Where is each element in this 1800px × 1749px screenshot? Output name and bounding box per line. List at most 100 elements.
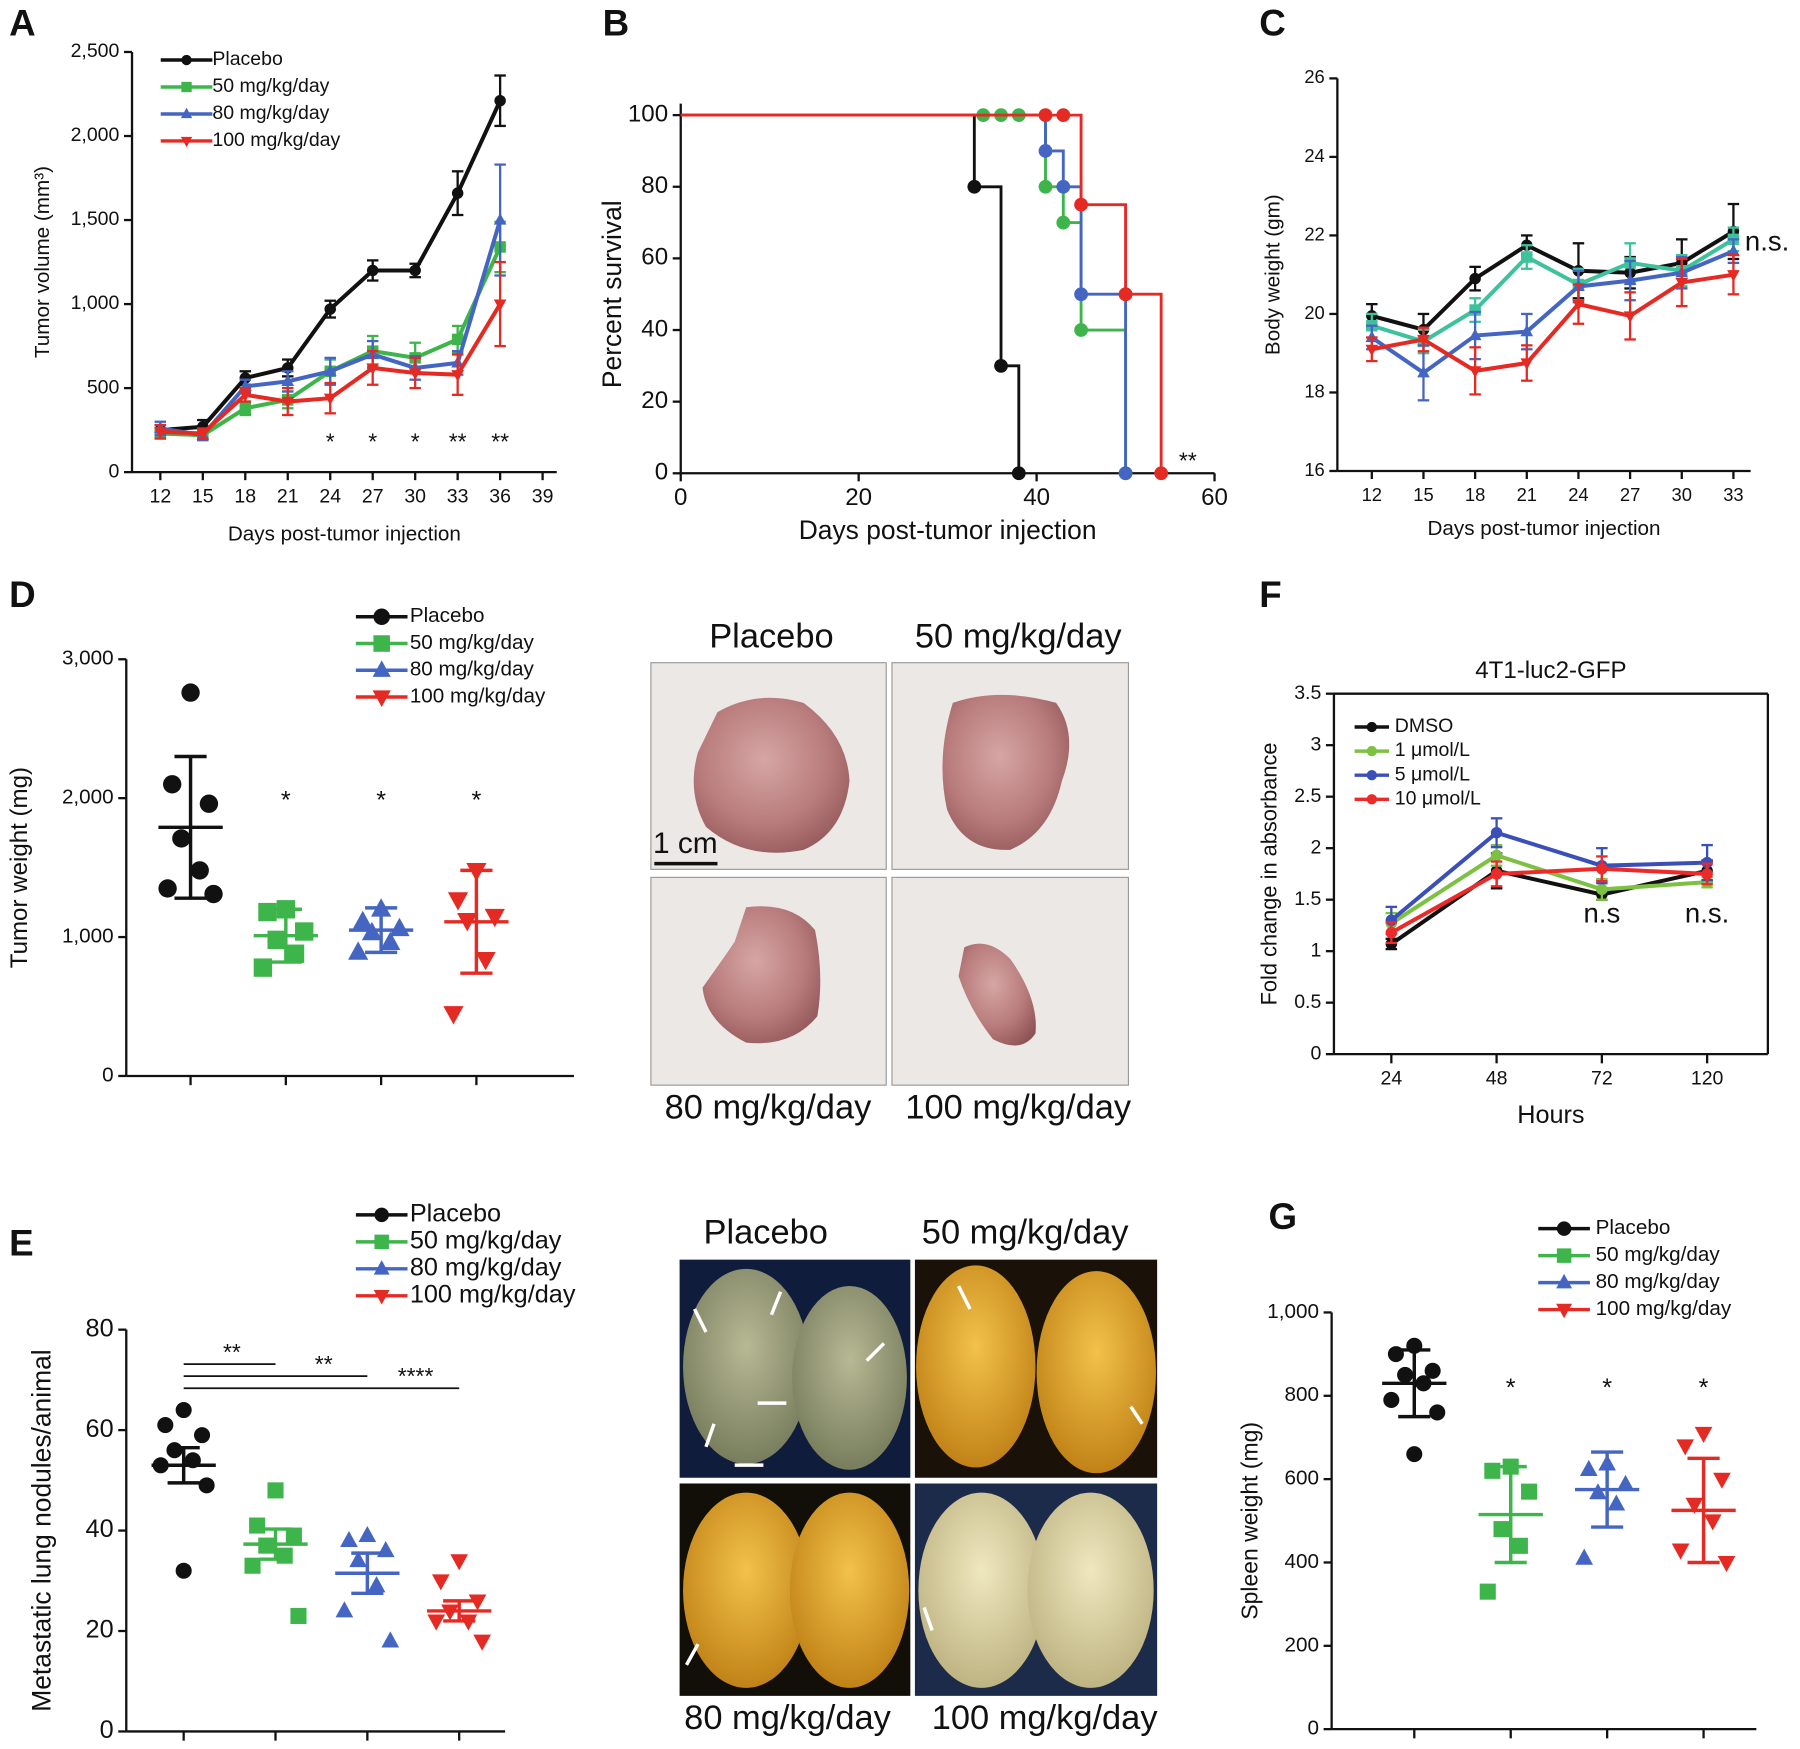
marker bbox=[1074, 323, 1088, 337]
marker bbox=[1056, 215, 1071, 230]
marker bbox=[494, 94, 506, 107]
marker bbox=[239, 402, 252, 415]
marker bbox=[196, 428, 210, 441]
lung-photos: Placebo 50 mg/kg/day 80 mg/kg/day 100 mg… bbox=[679, 1213, 1158, 1737]
marker bbox=[281, 374, 295, 386]
marker bbox=[1468, 328, 1482, 341]
marker bbox=[367, 1576, 386, 1593]
x-tick-label: 12 bbox=[1362, 484, 1382, 505]
marker bbox=[285, 1527, 302, 1544]
legend-label: 100 mg/kg/day bbox=[1596, 1297, 1732, 1320]
y-tick-label: 2,000 bbox=[71, 124, 120, 146]
x-tick-label: 18 bbox=[1465, 484, 1485, 505]
legend-label: 10 μmol/L bbox=[1395, 787, 1481, 809]
marker bbox=[1038, 108, 1053, 123]
legend-label: Placebo bbox=[410, 1200, 501, 1228]
marker bbox=[1703, 1514, 1722, 1531]
y-tick-label: 80 bbox=[86, 1314, 114, 1342]
marker bbox=[1479, 1583, 1496, 1600]
marker bbox=[451, 187, 464, 199]
marker bbox=[994, 358, 1008, 373]
significance-label: **** bbox=[398, 1363, 434, 1389]
legend-label: Placebo bbox=[1596, 1216, 1671, 1239]
series-line bbox=[1390, 866, 1708, 935]
marker bbox=[1417, 334, 1430, 347]
lung bbox=[789, 1492, 910, 1688]
marker bbox=[409, 264, 421, 277]
y-axis-label: Tumor weight (mg) bbox=[6, 767, 33, 968]
y-tick-label: 400 bbox=[1285, 1550, 1319, 1573]
photo-label: Placebo bbox=[703, 1213, 827, 1251]
marker bbox=[239, 372, 252, 384]
x-axis-label: Hours bbox=[1517, 1101, 1584, 1129]
error-bar bbox=[460, 868, 493, 975]
marker bbox=[158, 879, 177, 898]
marker bbox=[443, 1006, 464, 1025]
marker bbox=[1520, 324, 1534, 337]
legend-label: 80 mg/kg/day bbox=[212, 102, 329, 124]
x-tick-label: 27 bbox=[1620, 484, 1640, 505]
significance-label: * bbox=[1506, 1374, 1516, 1402]
marker bbox=[475, 951, 496, 971]
y-tick-label: 0 bbox=[102, 1063, 113, 1086]
marker bbox=[1589, 1483, 1607, 1500]
x-tick-label: 120 bbox=[1691, 1068, 1724, 1090]
error-bar bbox=[1398, 1348, 1431, 1419]
legend-label: 100 mg/kg/day bbox=[212, 129, 340, 151]
marker bbox=[1676, 1439, 1695, 1456]
marker bbox=[358, 1525, 377, 1543]
legend-label: DMSO bbox=[1395, 715, 1454, 737]
y-tick-label: 0 bbox=[1310, 1042, 1321, 1064]
annotation: n.s bbox=[1583, 897, 1620, 928]
marker bbox=[348, 941, 369, 960]
y-tick-label: 3.5 bbox=[1294, 682, 1321, 704]
y-axis-label: Percent survival bbox=[597, 200, 627, 388]
marker bbox=[267, 930, 286, 950]
marker bbox=[204, 884, 223, 904]
marker bbox=[157, 1417, 174, 1434]
tumor bbox=[702, 906, 821, 1044]
marker bbox=[1675, 277, 1689, 290]
marker bbox=[352, 910, 373, 930]
y-axis-label: Body weight (gm) bbox=[1262, 194, 1285, 355]
y-tick-label: 60 bbox=[86, 1415, 114, 1443]
marker bbox=[374, 1234, 389, 1250]
y-tick-label: 1,000 bbox=[71, 292, 120, 314]
marker bbox=[1038, 179, 1053, 194]
marker bbox=[180, 107, 193, 119]
marker bbox=[1406, 1446, 1423, 1463]
x-tick-label: 21 bbox=[1517, 484, 1537, 505]
marker bbox=[199, 794, 219, 813]
lung bbox=[1027, 1492, 1154, 1688]
y-tick-label: 26 bbox=[1304, 66, 1324, 87]
significance-label: * bbox=[281, 786, 291, 814]
marker bbox=[1623, 273, 1637, 286]
marker bbox=[1366, 794, 1377, 805]
marker bbox=[276, 1547, 293, 1564]
survival-curve bbox=[680, 113, 1021, 474]
marker bbox=[181, 683, 200, 702]
y-tick-label: 0.5 bbox=[1294, 991, 1321, 1013]
legend-label: Placebo bbox=[212, 48, 283, 70]
y-tick-label: 0 bbox=[100, 1716, 114, 1744]
y-tick-label: 1,000 bbox=[62, 925, 114, 948]
marker bbox=[181, 81, 192, 93]
x-tick-label: 21 bbox=[277, 486, 299, 508]
marker bbox=[1490, 826, 1503, 839]
survival-curve bbox=[680, 113, 1128, 474]
marker bbox=[267, 1482, 284, 1499]
x-tick-label: 30 bbox=[404, 486, 426, 508]
x-tick-label: 39 bbox=[532, 486, 554, 508]
marker bbox=[1493, 1521, 1510, 1538]
tumor bbox=[942, 694, 1070, 850]
lung bbox=[683, 1492, 810, 1688]
annotation: * bbox=[411, 429, 420, 455]
marker bbox=[1490, 849, 1503, 862]
marker bbox=[373, 635, 390, 652]
x-tick-label: 33 bbox=[1723, 484, 1743, 505]
x-tick-label: 24 bbox=[319, 486, 341, 508]
error-bar bbox=[1591, 1450, 1624, 1529]
marker bbox=[447, 892, 469, 911]
marker bbox=[1385, 926, 1398, 939]
y-axis-label: Tumor volume (mm³) bbox=[31, 166, 54, 358]
